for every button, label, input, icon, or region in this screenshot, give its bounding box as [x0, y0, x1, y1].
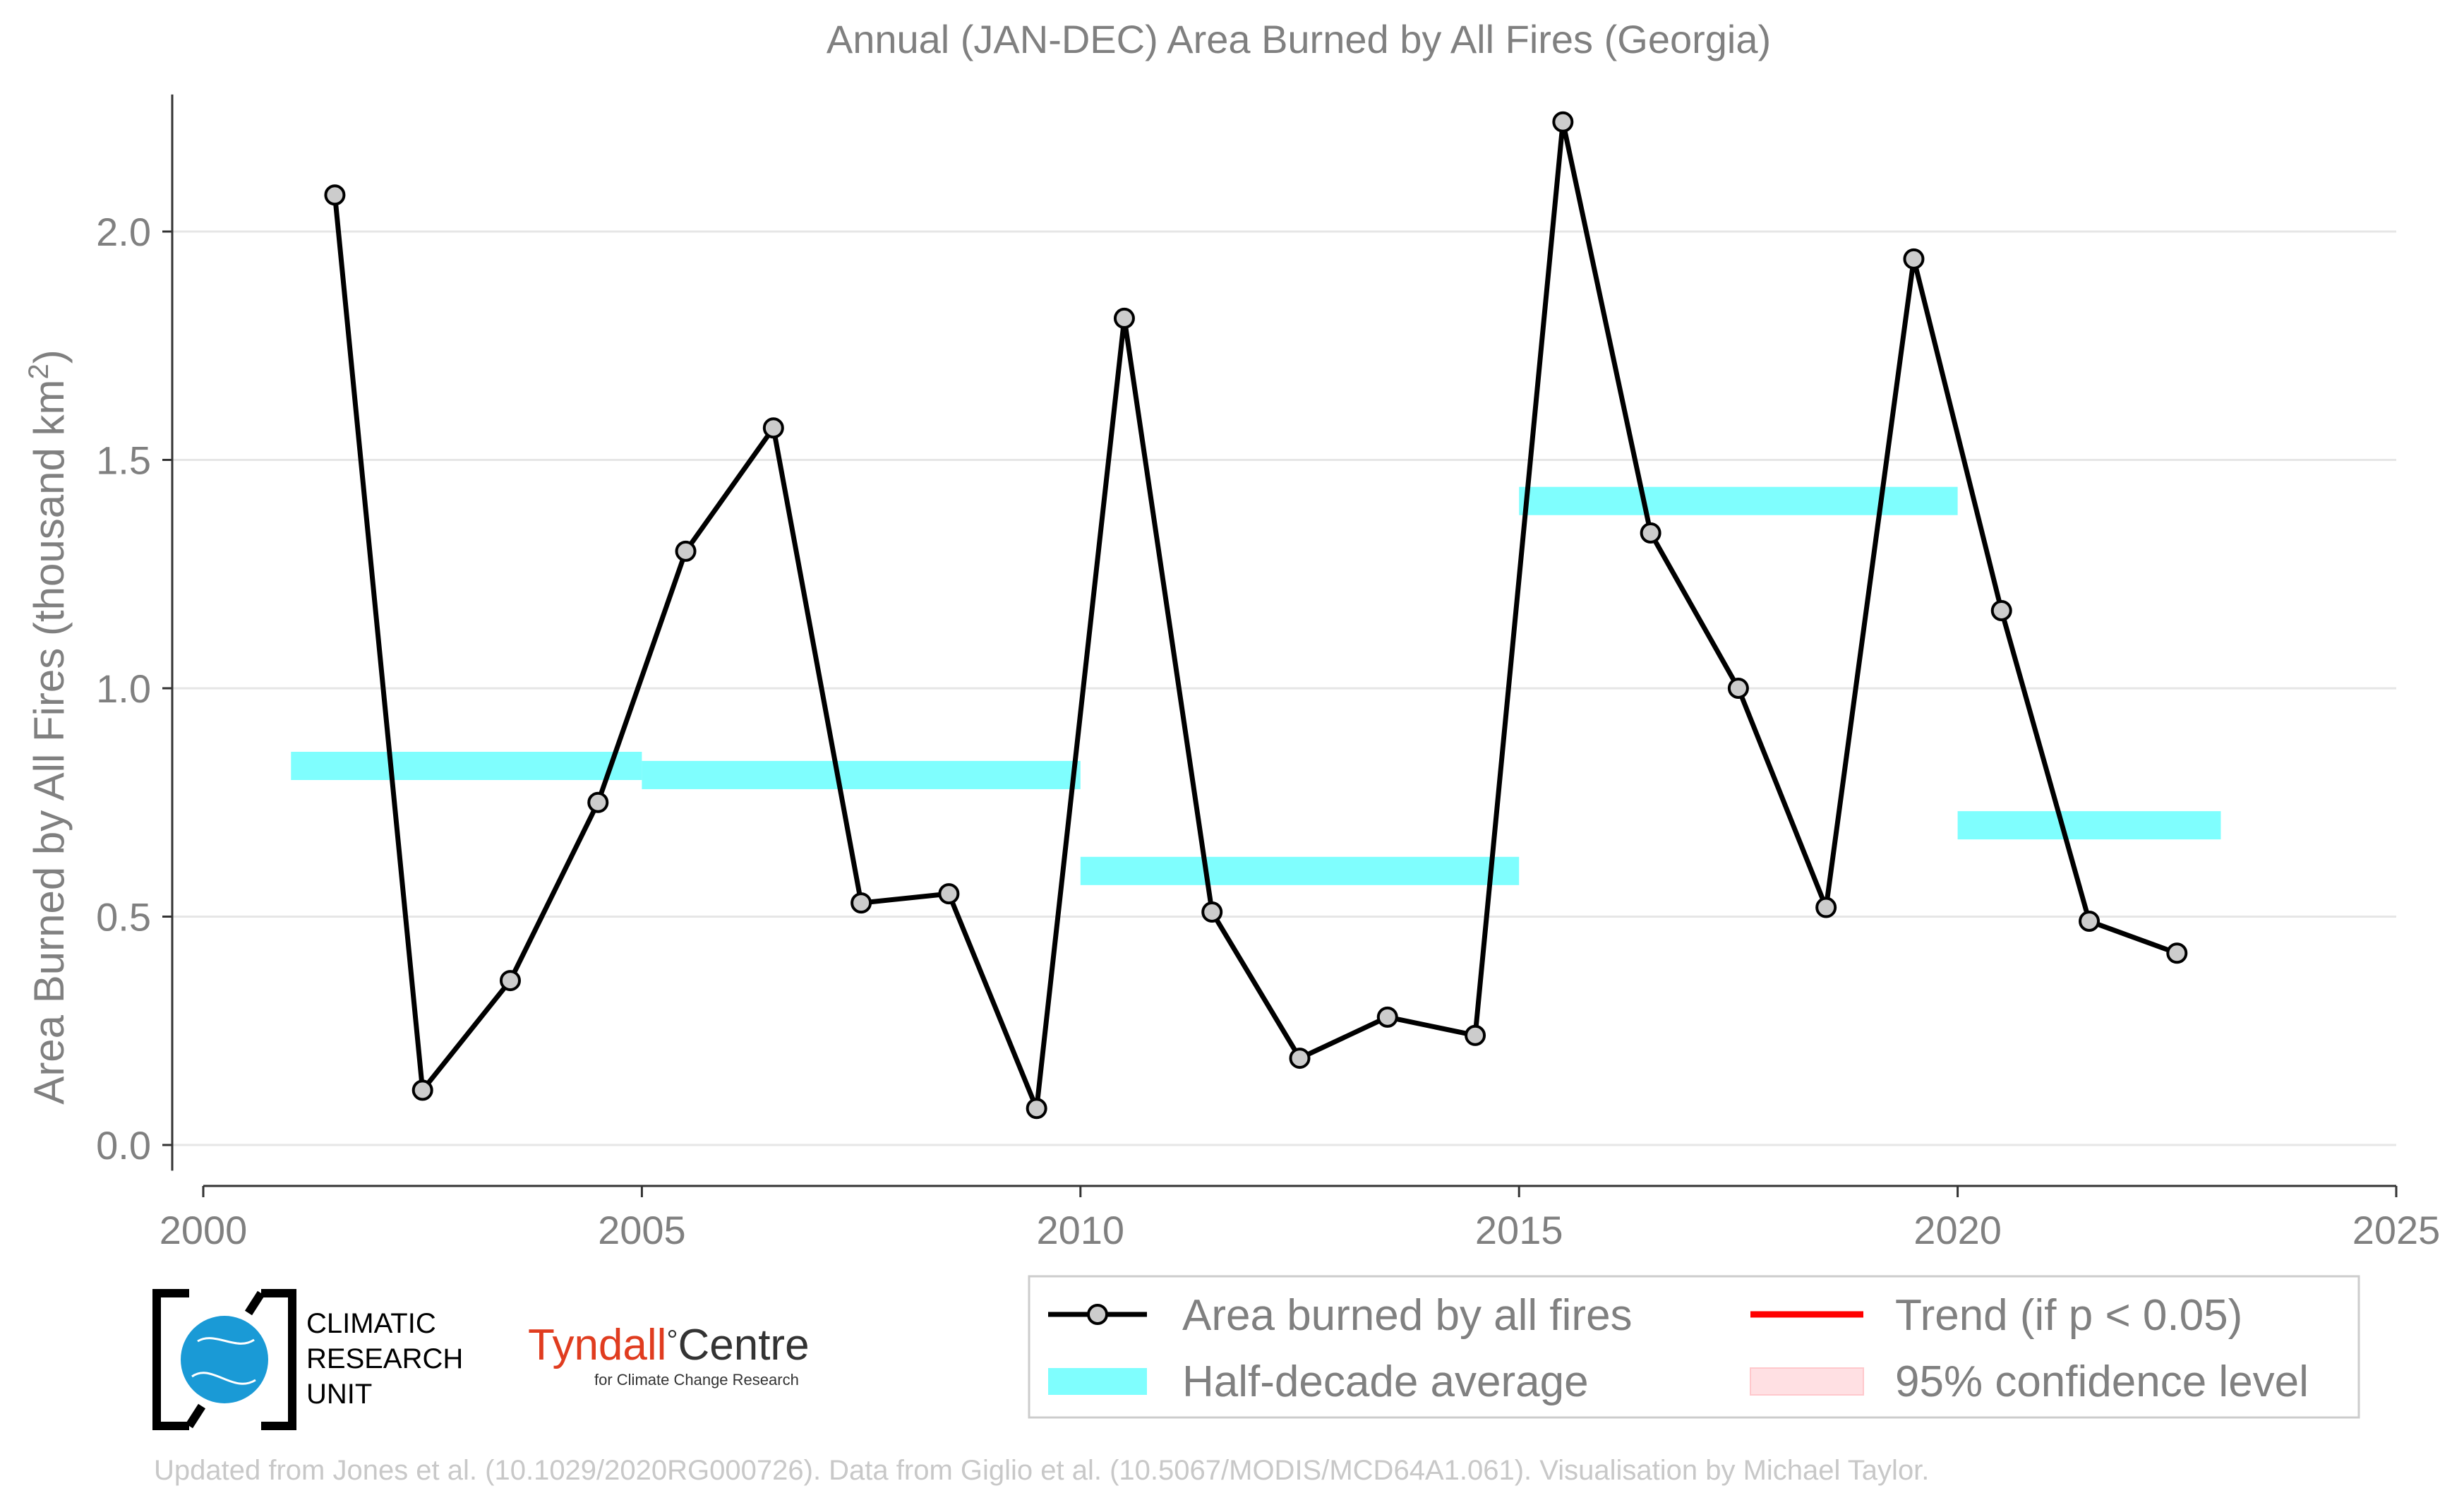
cru-bracket-left — [152, 1289, 189, 1430]
tyndall-centre: Centre — [678, 1321, 809, 1369]
data-point-14 — [1552, 111, 1574, 133]
y-tick-label-2: 1.0 — [96, 666, 151, 711]
x-tick-label-2: 2010 — [1037, 1208, 1125, 1252]
cru-bracket-slash-top — [244, 1290, 265, 1316]
legend-label-trend: Trend (if p < 0.05) — [1895, 1291, 2242, 1340]
x-tick-label-0: 2000 — [160, 1208, 248, 1252]
tyndall-subtitle: for Climate Change Research — [594, 1371, 799, 1389]
cru-bracket-slash-bottom — [185, 1403, 206, 1429]
data-point-19 — [1990, 600, 2012, 622]
y-axis-label-main: Area Burned by All Fires (thousand km — [25, 380, 73, 1105]
data-point-2 — [499, 970, 521, 992]
y-tick-label-4: 2.0 — [96, 210, 151, 254]
data-point-21 — [2166, 942, 2188, 964]
cru-line-2: RESEARCH — [306, 1343, 463, 1374]
data-point-10 — [1201, 901, 1223, 923]
y-tick-label-1: 0.5 — [96, 895, 151, 940]
cru-logo: CLIMATIC RESEARCH UNIT — [152, 1289, 463, 1430]
legend: Area burned by all fires Trend (if p < 0… — [1028, 1275, 2360, 1419]
data-point-12 — [1376, 1006, 1398, 1028]
cru-globe-icon — [181, 1316, 268, 1403]
data-point-15 — [1640, 522, 1661, 544]
y-axis-label-sup: 2 — [23, 364, 54, 379]
half-decade-band-1 — [642, 760, 1081, 789]
x-tick-label-1: 2005 — [598, 1208, 686, 1252]
legend-label-confidence: 95% confidence level — [1895, 1357, 2309, 1406]
data-point-9 — [1113, 307, 1135, 329]
series-line — [332, 119, 2178, 1111]
data-point-17 — [1815, 897, 1837, 918]
y-tick-label-0: 0.0 — [96, 1123, 151, 1168]
legend-box — [1028, 1275, 2360, 1419]
x-axis: 2000 2005 2010 2015 2020 2025 — [160, 1185, 2441, 1252]
cru-line-3: UNIT — [306, 1379, 372, 1410]
data-point-4 — [675, 540, 697, 562]
legend-label-area-burned: Area burned by all fires — [1182, 1291, 1633, 1340]
data-point-6 — [851, 892, 872, 914]
cru-globe-swirl — [191, 1337, 256, 1385]
x-tick-label-3: 2015 — [1475, 1208, 1563, 1252]
y-tick-label-3: 1.5 — [96, 438, 151, 483]
data-point-3 — [587, 791, 609, 813]
chart-title: Annual (JAN-DEC) Area Burned by All Fire… — [827, 17, 1771, 61]
data-point-18 — [1903, 248, 1925, 270]
half-decade-bands — [291, 486, 2221, 885]
data-point-16 — [1727, 678, 1749, 699]
tyndall-logo: Tyndall°Centre for Climate Change Resear… — [528, 1321, 810, 1389]
data-point-5 — [762, 417, 784, 439]
data-point-11 — [1289, 1048, 1311, 1069]
legend-swatch-half-decade — [1048, 1368, 1147, 1395]
half-decade-band-4 — [1957, 811, 2221, 840]
half-decade-band-2 — [1080, 856, 1520, 885]
tyndall-wordmark: Tyndall°Centre — [528, 1321, 810, 1369]
x-tick-label-4: 2020 — [1913, 1208, 2002, 1252]
cru-line-1: CLIMATIC — [306, 1308, 436, 1339]
footnote: Updated from Jones et al. (10.1029/2020R… — [154, 1455, 1929, 1486]
cru-bracket-right — [261, 1289, 296, 1430]
data-point-8 — [1026, 1098, 1047, 1120]
data-point-13 — [1465, 1024, 1486, 1046]
data-point-7 — [938, 883, 960, 905]
y-axis-label: Area Burned by All Fires (thousand km2) — [23, 349, 73, 1104]
gridlines — [172, 230, 2396, 1146]
data-point-1 — [411, 1079, 433, 1101]
legend-label-half-decade: Half-decade average — [1182, 1357, 1589, 1406]
y-axis: 0.0 0.5 1.0 1.5 2.0 — [96, 94, 174, 1171]
series-area-burned — [324, 111, 2188, 1120]
half-decade-band-0 — [291, 751, 642, 780]
data-point-0 — [324, 184, 346, 206]
data-point-20 — [2079, 910, 2101, 932]
tyndall-name: Tyndall — [528, 1321, 666, 1369]
x-tick-label-5: 2025 — [2352, 1208, 2441, 1252]
y-axis-label-end: ) — [25, 349, 73, 364]
tyndall-degree: ° — [666, 1325, 678, 1356]
legend-marker-area-burned — [1087, 1304, 1108, 1325]
legend-swatch-confidence — [1750, 1367, 1864, 1396]
half-decade-band-3 — [1519, 486, 1958, 515]
